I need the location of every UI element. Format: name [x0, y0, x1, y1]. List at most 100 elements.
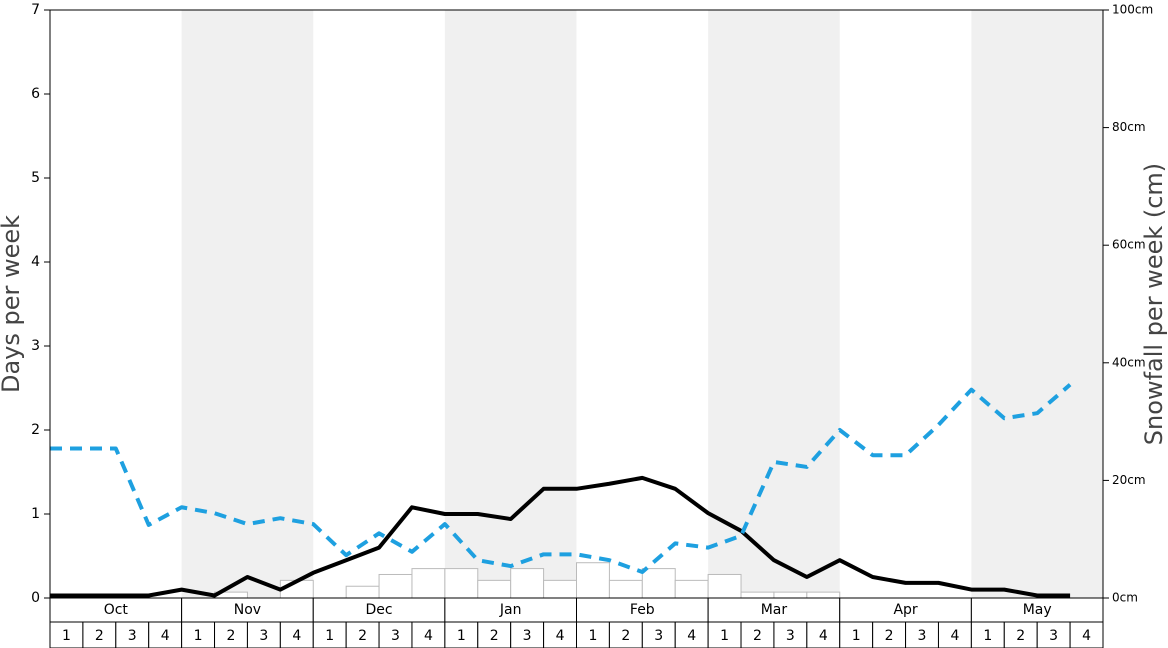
x-tick-label: 2	[227, 628, 236, 644]
month-label: Apr	[893, 602, 917, 618]
x-tick-label: 4	[556, 628, 565, 644]
bar	[641, 568, 676, 599]
month-band	[708, 10, 840, 598]
x-tick-label: 1	[325, 628, 334, 644]
week-cell	[641, 621, 676, 648]
month-label: Mar	[761, 602, 788, 618]
bar	[411, 568, 446, 599]
x-tick-label: 3	[654, 628, 663, 644]
x-tick-label: 1	[588, 628, 597, 644]
bar	[345, 585, 380, 599]
x-tick-label: 1	[720, 628, 729, 644]
x-tick-label: 3	[1049, 628, 1058, 644]
week-cell	[444, 621, 479, 648]
month-cell	[49, 597, 183, 623]
bar	[510, 568, 545, 599]
month-band	[971, 10, 1103, 598]
week-cell	[806, 621, 841, 648]
month-band	[444, 10, 577, 598]
week-cell	[411, 621, 446, 648]
month-label: Dec	[366, 602, 393, 618]
y-tick-label: 1	[31, 506, 40, 522]
x-tick-label: 4	[819, 628, 828, 644]
x-tick-label: 4	[1082, 628, 1091, 644]
bar	[444, 568, 479, 599]
y2-tick-label: 20cm	[1112, 473, 1146, 487]
week-cell	[905, 621, 939, 648]
y2-axis-title: Snowfall per week (cm)	[1140, 163, 1168, 445]
week-cell	[839, 621, 874, 648]
x-tick-label: 2	[1016, 628, 1025, 644]
y2-tick-label: 60cm	[1112, 238, 1146, 252]
y-tick-label: 4	[31, 254, 40, 270]
bar	[773, 591, 808, 599]
month-label: May	[1023, 602, 1052, 618]
x-tick-label: 4	[292, 628, 301, 644]
week-cell	[608, 621, 643, 648]
y-tick-label: 3	[31, 338, 40, 354]
week-cell	[246, 621, 281, 648]
bar	[806, 591, 841, 599]
x-tick-label: 1	[457, 628, 466, 644]
y2-tick-label: 40cm	[1112, 355, 1146, 369]
y2-tick-label: 80cm	[1112, 120, 1146, 134]
month-cell	[839, 597, 972, 623]
week-cell	[773, 621, 808, 648]
week-cell	[82, 621, 117, 648]
line	[50, 475, 1071, 598]
x-tick-label: 2	[95, 628, 104, 644]
bar	[608, 579, 643, 599]
y-tick-label: 2	[31, 422, 40, 438]
month-label: Feb	[630, 602, 655, 618]
x-tick-label: 2	[885, 628, 894, 644]
y-axis-title: Days per week	[0, 215, 25, 393]
month-cell	[707, 597, 841, 623]
bar	[543, 579, 577, 599]
x-tick-label: 4	[161, 628, 170, 644]
month-band	[181, 10, 314, 598]
week-cell	[1069, 621, 1104, 648]
x-tick-label: 4	[424, 628, 433, 644]
bar	[378, 573, 413, 599]
month-label: Oct	[104, 602, 129, 618]
week-cell	[1003, 621, 1038, 648]
week-cell	[937, 621, 972, 648]
week-cell	[576, 621, 610, 648]
week-cell	[312, 621, 347, 648]
x-tick-label: 1	[852, 628, 861, 644]
x-tick-label: 3	[391, 628, 400, 644]
y-tick-label: 0	[31, 590, 40, 606]
y-tick-label: 7	[31, 2, 40, 18]
bar	[576, 562, 610, 599]
dashed-line	[50, 383, 1072, 574]
week-cell	[214, 621, 248, 648]
x-tick-label: 4	[950, 628, 959, 644]
y2-tick-label: 0cm	[1112, 591, 1138, 605]
x-tick-label: 2	[753, 628, 762, 644]
week-cell	[279, 621, 314, 648]
bar	[740, 591, 775, 599]
month-label: Nov	[234, 602, 261, 618]
bar	[674, 579, 709, 599]
week-cell	[148, 621, 183, 648]
x-tick-label: 1	[62, 628, 71, 644]
x-tick-label: 3	[259, 628, 268, 644]
x-tick-label: 1	[194, 628, 203, 644]
x-tick-label: 2	[621, 628, 630, 644]
x-tick-label: 2	[490, 628, 499, 644]
bar	[477, 579, 512, 599]
x-tick-label: 3	[918, 628, 927, 644]
x-tick-label: 4	[687, 628, 696, 644]
y-tick-label: 6	[31, 86, 40, 102]
x-tick-label: 1	[983, 628, 992, 644]
bar	[707, 573, 742, 599]
x-tick-label: 3	[128, 628, 137, 644]
month-cell	[444, 597, 577, 623]
month-label: Jan	[499, 602, 522, 618]
x-tick-label: 2	[358, 628, 367, 644]
x-tick-label: 3	[786, 628, 795, 644]
week-cell	[970, 621, 1005, 648]
y-tick-label: 5	[31, 170, 40, 186]
y2-tick-label: 100cm	[1112, 3, 1153, 17]
